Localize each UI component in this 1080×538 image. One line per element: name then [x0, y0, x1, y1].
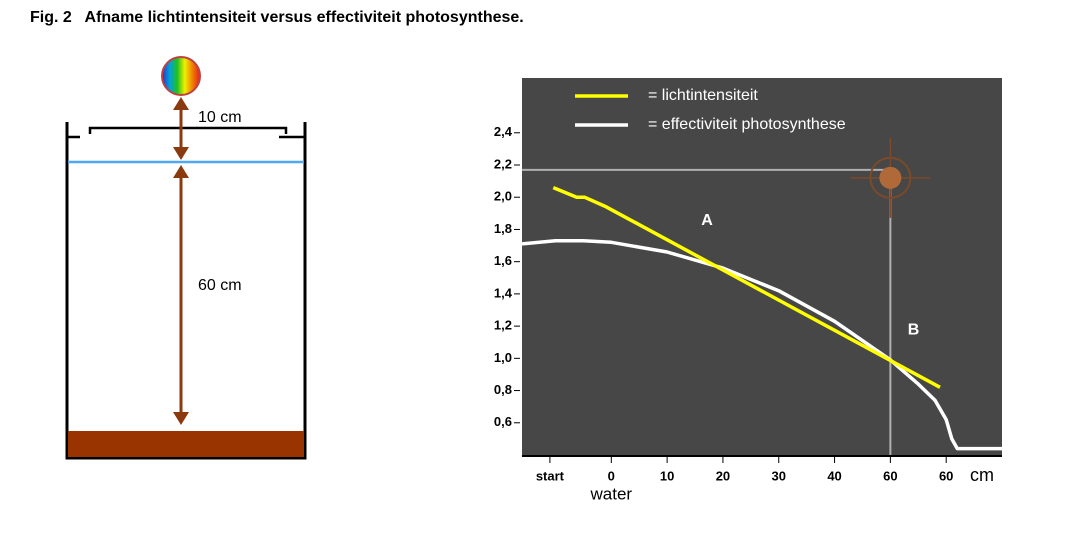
y-tick-label: 1,6: [494, 253, 512, 268]
y-tick-label: 0,8: [494, 382, 512, 397]
series-line: [552, 185, 941, 389]
x-axis-label: cm: [970, 465, 994, 485]
y-tick-label: 2,2: [494, 156, 512, 171]
x-tick-label: 0: [608, 468, 615, 483]
x-tick-label: 20: [716, 468, 730, 483]
y-tick-label: 1,4: [494, 285, 513, 300]
x-tick-label: 40: [827, 468, 841, 483]
annotation: A: [701, 212, 713, 229]
y-tick-label: 1,2: [494, 318, 512, 333]
x-tick-label: 30: [772, 468, 786, 483]
y-tick-label: 1,0: [494, 350, 512, 365]
y-tick-label: 2,0: [494, 189, 512, 204]
annotation: B: [908, 322, 920, 339]
x-tick-label: 60: [939, 468, 953, 483]
tank-lid: [67, 126, 305, 139]
plot-area: [522, 78, 1002, 455]
light-source: [161, 56, 201, 96]
legend-label: = effectiviteit photosynthese: [648, 116, 846, 133]
y-tick-label: 1,8: [494, 221, 512, 236]
y-tick-label: 2,4: [494, 124, 513, 139]
distance-label: 60 cm: [198, 277, 242, 294]
series-line: [522, 238, 1002, 451]
tank-wall: [65, 122, 307, 460]
x-axis-note: water: [590, 484, 633, 503]
marker-target: [850, 137, 931, 218]
legend-label: = lichtintensiteit: [648, 87, 758, 104]
x-tick-label: 60: [883, 468, 897, 483]
y-tick-label: 0,6: [494, 414, 512, 429]
soil: [68, 431, 304, 457]
x-tick-label: 10: [660, 468, 674, 483]
arrows: [173, 97, 189, 425]
tank-diagram: 10 cm 60 cm: [65, 56, 307, 460]
target-dot: [879, 166, 902, 189]
distance-label: 10 cm: [198, 109, 242, 126]
figure-title: Fig. 2 Afname lichtintensiteit versus ef…: [30, 9, 524, 26]
x-tick-label: start: [536, 468, 565, 483]
